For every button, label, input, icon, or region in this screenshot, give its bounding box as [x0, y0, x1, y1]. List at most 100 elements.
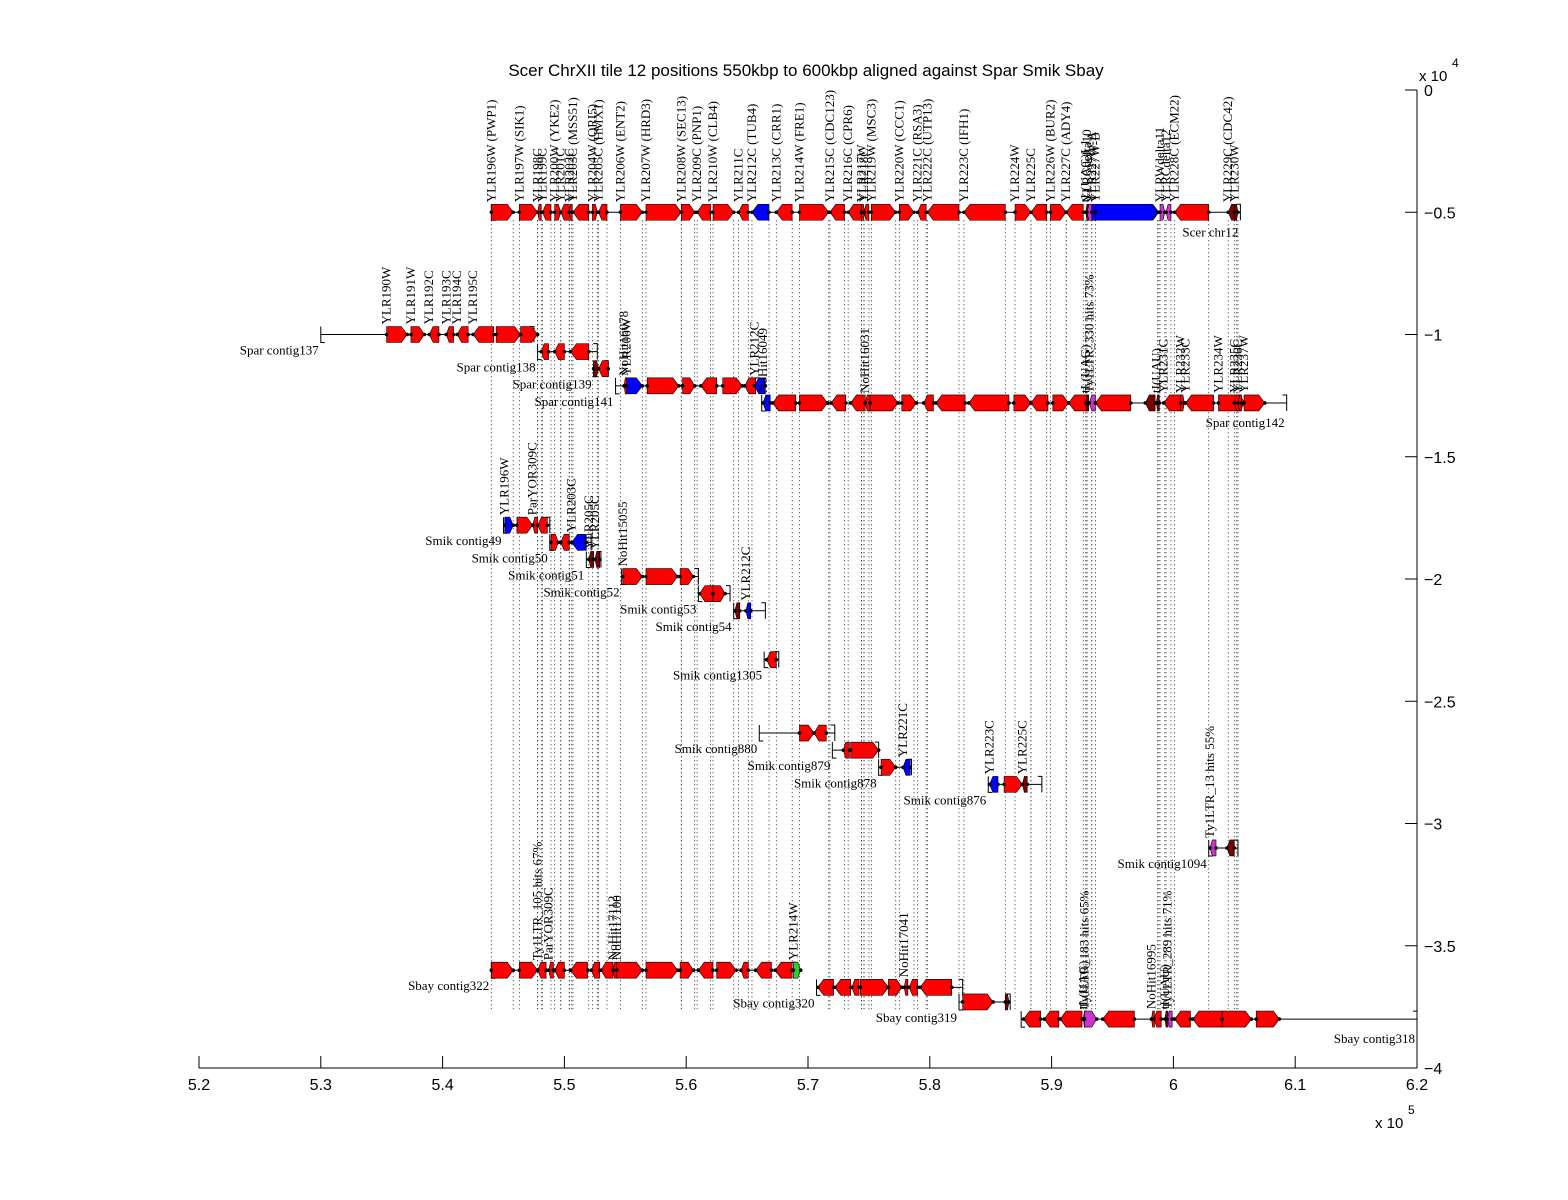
gene-boundary-dot	[546, 349, 551, 354]
gene-label: YLR228C (ECM22)	[1167, 95, 1182, 202]
gene-label: NoHit17100	[609, 895, 624, 960]
gene-arrow	[699, 585, 714, 602]
gene-boundary-dot	[502, 523, 507, 528]
gene-arrow	[901, 394, 917, 412]
gene-boundary-dot	[949, 985, 954, 990]
gene-arrow	[495, 326, 521, 343]
y-tick-label: −0.5	[1424, 205, 1456, 222]
gene-boundary-dot	[427, 332, 432, 337]
gene-boundary-dot	[1225, 846, 1229, 850]
gene-arrow	[775, 203, 793, 221]
gene-arrow	[847, 203, 862, 221]
gene-boundary-dot	[1132, 1017, 1137, 1021]
gene-arrow	[593, 360, 599, 378]
gene-label: tL(UAG)	[1075, 961, 1090, 1009]
gene-boundary-dot	[568, 968, 573, 972]
gene-boundary-dot	[1044, 210, 1049, 215]
gene-boundary-dot	[1025, 782, 1030, 787]
track-end-bracket	[1282, 394, 1288, 411]
gene-arrow	[1237, 394, 1242, 412]
contig-label: Smik contig51	[508, 567, 584, 582]
gene-label: YLR230W	[1226, 144, 1241, 203]
gene-boundary-dot	[644, 210, 648, 215]
gene-boundary-dot	[815, 985, 820, 990]
gene-arrow	[1023, 1010, 1041, 1028]
gene-boundary-dot	[539, 349, 544, 354]
gene-boundary-dot	[1169, 210, 1173, 215]
track-end-bracket	[1236, 203, 1241, 221]
gene-boundary-dot	[711, 210, 715, 215]
gene-boundary-dot	[711, 591, 715, 596]
gene-boundary-dot	[1093, 401, 1098, 405]
gene-boundary-dot	[405, 332, 410, 337]
gene-arrow	[774, 961, 793, 979]
gene-label: YLR222C (UTP13)	[919, 99, 934, 203]
gene-arrow	[540, 343, 549, 360]
gene-arrow	[1022, 776, 1028, 793]
gene-arrow	[1209, 839, 1217, 857]
gene-boundary-dot	[812, 731, 816, 735]
gene-arrow	[722, 377, 743, 395]
gene-boundary-dot	[1183, 401, 1188, 405]
gene-arrow	[537, 516, 548, 534]
contig-label: Spar contig139	[513, 377, 592, 392]
gene-arrow	[620, 203, 643, 221]
gene-label: YLR202C	[561, 148, 576, 202]
gene-boundary-dot	[691, 574, 696, 579]
gene-label: ParYOR309C	[541, 887, 556, 960]
gene-boundary-dot	[733, 608, 737, 613]
gene-boundary-dot	[645, 384, 650, 388]
gene-arrow	[1167, 1010, 1173, 1028]
gene-arrow	[626, 377, 643, 395]
gene-arrow	[592, 203, 598, 221]
gene-boundary-dot	[1029, 210, 1033, 215]
gene-label: Ty1LTR_289 hits 71%	[1159, 890, 1174, 1009]
gene-boundary-dot	[987, 782, 992, 787]
gene-boundary-dot	[902, 985, 907, 990]
gene-label: YLR206W (ENT2)	[612, 101, 627, 202]
gene-label: tL(UAG)L1	[1078, 139, 1093, 202]
gene-boundary-dot	[850, 985, 854, 990]
gene-arrow	[519, 961, 538, 979]
gene-arrow	[570, 343, 590, 360]
track: Smik contig880	[675, 724, 836, 756]
track: Ty1LTR_105 hits 67%ParYOR309C NoHit17112N…	[408, 842, 803, 993]
gene-boundary-dot	[611, 968, 615, 972]
contig-label: Smik contig54	[655, 619, 732, 634]
gene-label: YLR233C	[1178, 339, 1193, 393]
contig-label: Smik contig878	[794, 775, 877, 790]
gene-boundary-dot	[714, 968, 719, 972]
gene-boundary-dot	[1214, 846, 1218, 850]
gene-arrow	[793, 961, 802, 979]
gene-boundary-dot	[774, 210, 779, 215]
contig-label: Sbay contig319	[876, 1010, 957, 1025]
contig-label: Scer chr12	[1182, 224, 1238, 239]
gene-boundary-dot	[466, 332, 470, 337]
gene-boundary-dot	[720, 384, 725, 388]
gene-boundary-dot	[1216, 401, 1221, 405]
gene-label: NoHit17041	[896, 912, 911, 977]
gene-label: YLR206W	[619, 317, 634, 376]
gene-label: YLR205C	[587, 495, 602, 549]
gene-arrow	[548, 961, 554, 979]
track-start-bracket	[320, 326, 325, 343]
gene-arrow	[1005, 993, 1010, 1011]
gene-arrow	[1145, 394, 1156, 412]
gene-boundary-dot	[744, 608, 748, 613]
gene-boundary-dot	[1064, 210, 1069, 215]
y-tick-label: −2	[1424, 572, 1442, 589]
gene-boundary-dot	[1232, 401, 1237, 405]
gene-arrow	[1174, 1010, 1191, 1028]
gene-boundary-dot	[455, 332, 460, 337]
gene-label: YLR212C	[738, 547, 753, 601]
gene-boundary-dot	[640, 384, 645, 388]
gene-boundary-dot	[444, 332, 449, 337]
gene-label: YLR203C (MSS51)	[565, 97, 580, 202]
gene-label: YLR208W (SEC13)	[673, 96, 688, 202]
gene-boundary-dot	[552, 210, 557, 215]
gene-arrow	[829, 203, 845, 221]
gene-boundary-dot	[422, 332, 427, 337]
gene-label: YLRCdelta12	[1158, 129, 1173, 202]
